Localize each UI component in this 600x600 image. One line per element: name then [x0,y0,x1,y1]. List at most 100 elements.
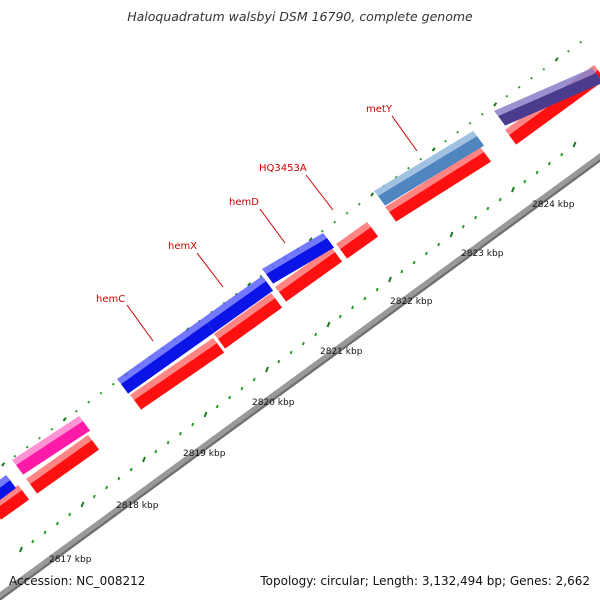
tick-mark [203,411,208,418]
tick-mark [50,427,54,431]
tick-mark [437,242,441,247]
gene-label-mety: metY [366,104,418,152]
leader-line [259,208,286,244]
tick-label: 2821 kbp [320,347,363,357]
tick-mark [314,332,318,337]
tick-mark [424,251,428,256]
tick-mark [38,436,41,440]
tick-mark [87,400,91,404]
tick-mark [31,539,35,544]
backbone-line [0,153,600,600]
tick-label: 2822 kbp [390,297,433,307]
tick-mark [535,170,539,175]
tick-mark [259,274,263,278]
tick-mark [289,350,293,355]
tick-mark [394,175,398,179]
tick-mark [554,57,559,62]
tick-mark [511,186,515,193]
tick-mark [407,166,410,170]
gene-feature [0,475,16,500]
tick-mark [228,395,232,400]
topology-info: Topology: circular; Length: 3,132,494 bp… [260,574,590,588]
cds-feature [0,485,30,520]
tick-mark [400,269,404,274]
leader-line [391,115,418,152]
tick-mark [579,40,583,44]
tick-mark [43,530,47,535]
tick-mark [129,467,133,472]
gene-feature [262,233,335,284]
cds-feature [336,222,379,259]
gene-feature [12,416,91,475]
tick-mark [105,485,109,490]
tick-mark [468,121,472,125]
tick-mark [301,341,305,346]
tick-mark [265,366,269,373]
tick-label: 2823 kbp [461,249,504,259]
tick-mark [412,260,416,265]
tick-mark [178,431,182,436]
tick-mark [530,76,533,80]
tick-mark [191,422,195,427]
tick-mark [542,67,546,71]
gene-labels: hemC hemX hemD HQ3453A metY [96,104,418,342]
accession-text: Accession: NC_008212 [9,574,146,588]
tick-mark [461,224,465,229]
cds-feature [130,338,225,410]
gene-label-text: metY [366,104,393,115]
tick-mark [111,382,115,386]
tick-mark [1,462,6,467]
tick-mark [154,449,158,454]
leader-line [126,304,154,342]
gene-feature [494,68,600,126]
tick-mark [320,229,324,233]
tick-mark [474,215,478,220]
tick-mark [357,202,361,206]
cds-feature [275,247,343,302]
tick-mark [493,102,498,107]
leader-line [305,174,334,211]
tick-mark [375,287,379,292]
tick-mark [99,391,103,395]
tick-mark [388,276,392,283]
tick-mark [117,476,121,481]
tick-mark [252,377,256,382]
tick-mark [547,161,551,166]
tick-mark [92,494,96,499]
tick-mark [560,152,564,157]
tick-mark [308,237,313,242]
tick-mark [566,49,570,53]
tick-mark [431,147,436,152]
gene-feature [374,131,485,206]
tick-mark [13,454,17,458]
tick-mark [166,440,170,445]
tick-mark [326,321,331,328]
tick-mark [80,501,85,508]
cds-feature [214,293,283,349]
tick-mark [338,314,342,319]
tick-mark [74,409,78,413]
tick-mark [247,282,252,287]
tick-mark [215,404,219,409]
gene-feature [117,318,215,394]
gene-label-hemd: hemD [229,197,286,244]
gene-features [0,65,600,520]
gene-label-text: hemC [96,294,125,305]
tick-mark [505,94,509,98]
leader-line [196,252,224,288]
scale-tick-labels: 2817 kbp 2818 kbp 2819 kbp 2820 kbp 2821 kbp… [49,200,575,565]
tick-mark [363,296,367,301]
tick-mark [498,197,502,202]
gene-label-hq3453a: HQ3453A [259,163,334,211]
gene-feature [203,276,274,333]
tick-mark [240,386,244,391]
tick-mark [486,206,490,211]
tick-mark [517,85,521,89]
tick-mark [351,305,355,310]
tick-mark [419,157,423,161]
gene-label-text: hemD [229,197,259,208]
tick-mark [456,130,460,134]
tick-label: 2824 kbp [532,200,575,210]
gene-label-text: hemX [168,241,197,252]
